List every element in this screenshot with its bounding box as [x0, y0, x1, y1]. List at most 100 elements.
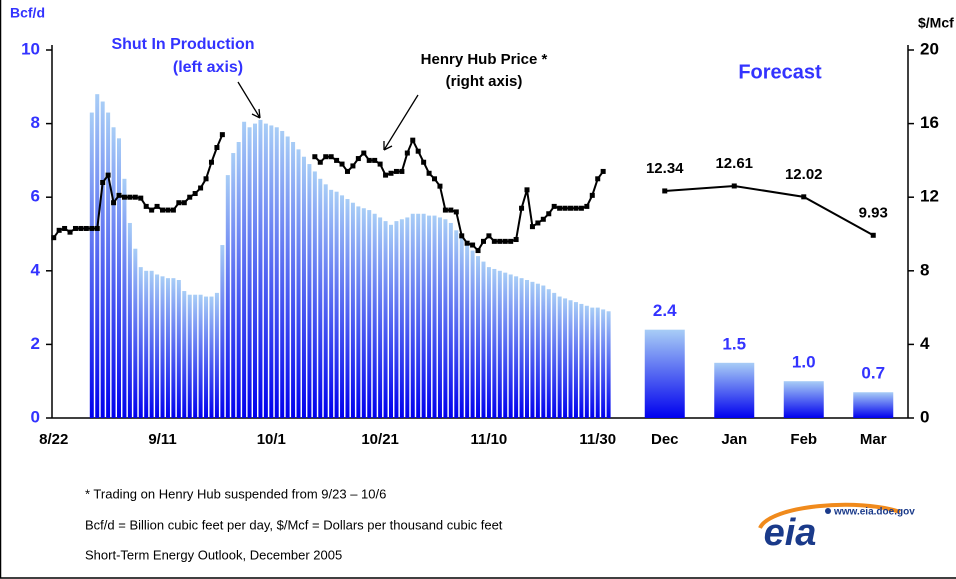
- y2-tick-label: 12: [920, 187, 939, 206]
- bar: [563, 298, 568, 418]
- bar: [454, 230, 459, 418]
- bar: [263, 123, 268, 418]
- line-marker: [160, 207, 166, 213]
- line-marker: [557, 205, 563, 211]
- line-marker: [801, 194, 807, 200]
- bar: [394, 221, 399, 418]
- line-marker: [388, 170, 394, 176]
- logo-text: eia: [764, 512, 817, 554]
- line-marker: [595, 176, 601, 182]
- bar: [269, 125, 274, 418]
- bar: [448, 222, 453, 418]
- line-marker: [121, 194, 127, 200]
- line-marker: [491, 238, 497, 244]
- line-marker: [453, 209, 459, 215]
- logo: www.eia.doe.gov eia: [758, 502, 915, 554]
- bar: [432, 215, 437, 418]
- annotation: Shut In Production: [111, 36, 254, 53]
- bar: [644, 329, 685, 418]
- line-marker: [410, 137, 416, 143]
- bar: [312, 171, 317, 418]
- bar: [470, 250, 475, 418]
- value-label: 2.4: [653, 301, 677, 320]
- line-marker: [546, 211, 552, 217]
- value-label: 1.5: [722, 334, 746, 353]
- bar: [258, 119, 263, 419]
- bar: [492, 268, 497, 418]
- line-marker: [442, 207, 448, 213]
- bar: [383, 221, 388, 418]
- bar: [410, 213, 415, 418]
- bar: [236, 142, 241, 418]
- bar: [568, 300, 573, 418]
- line-marker: [116, 192, 122, 198]
- line-marker: [464, 240, 470, 246]
- line-marker: [105, 172, 111, 178]
- line-marker: [334, 157, 340, 163]
- line-marker: [170, 207, 176, 213]
- bar: [465, 245, 470, 418]
- logo-url: www.eia.doe.gov: [833, 507, 915, 518]
- value-label: 0.7: [861, 364, 885, 383]
- bar: [399, 219, 404, 418]
- line-marker: [486, 233, 492, 239]
- line-marker: [513, 237, 519, 243]
- line-marker: [127, 194, 133, 200]
- line-marker: [404, 150, 410, 156]
- bar: [100, 101, 105, 419]
- bar: [573, 302, 578, 418]
- y2-tick-label: 4: [920, 334, 930, 353]
- x-tick-label: 9/11: [148, 431, 176, 448]
- bar: [318, 178, 323, 418]
- line-marker: [143, 203, 149, 209]
- footnote: Short-Term Energy Outlook, December 2005: [85, 547, 342, 562]
- y-tick-label: 0: [31, 407, 40, 426]
- line-marker: [497, 238, 503, 244]
- bar: [356, 206, 361, 418]
- line-marker: [328, 154, 334, 160]
- line-marker: [208, 159, 214, 165]
- bar: [155, 274, 160, 418]
- line-marker: [568, 205, 574, 211]
- bar: [421, 213, 426, 418]
- line-marker: [138, 195, 144, 201]
- x-tick-label: 11/10: [471, 431, 508, 448]
- bar: [95, 94, 100, 418]
- line-marker: [176, 200, 182, 206]
- bar: [117, 138, 121, 418]
- bar: [497, 270, 502, 418]
- line-marker: [459, 233, 465, 239]
- bar: [486, 267, 491, 418]
- line-marker: [111, 200, 117, 206]
- y-tick-label: 10: [21, 39, 40, 58]
- line-marker: [662, 188, 668, 194]
- footnote: * Trading on Henry Hub suspended from 9/…: [85, 486, 386, 501]
- bar: [557, 296, 562, 418]
- bar: [579, 303, 584, 418]
- y2-tick-label: 20: [920, 39, 939, 58]
- bar: [476, 256, 481, 418]
- bar: [160, 276, 165, 418]
- line-marker: [600, 168, 606, 174]
- line-marker: [51, 235, 57, 241]
- bar: [427, 215, 432, 418]
- bar: [323, 184, 328, 418]
- bar: [546, 289, 551, 418]
- line-marker: [551, 203, 557, 209]
- bar: [459, 237, 464, 418]
- line-marker: [540, 216, 546, 222]
- annotation-arrow: [383, 94, 419, 151]
- bar: [503, 272, 508, 418]
- line-marker: [562, 205, 568, 211]
- line-marker: [502, 238, 508, 244]
- line-marker: [573, 205, 579, 211]
- bar: [301, 156, 306, 418]
- x-tick-label: 10/1: [257, 431, 286, 448]
- bar: [187, 294, 192, 418]
- y2-tick-label: 0: [920, 407, 929, 426]
- line-marker: [415, 148, 421, 154]
- line-marker: [426, 170, 432, 176]
- y2-tick-label: 8: [920, 260, 929, 279]
- line-marker: [480, 238, 486, 244]
